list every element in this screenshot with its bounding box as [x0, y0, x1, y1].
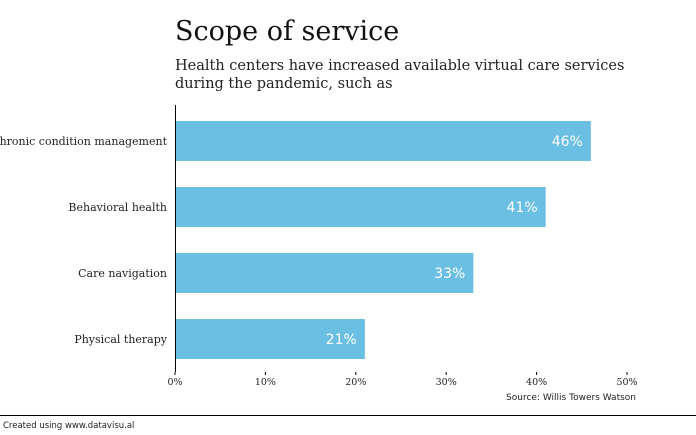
- footer-divider: [0, 415, 696, 416]
- x-tick-label: 10%: [255, 377, 276, 388]
- bar: [175, 121, 591, 161]
- source-note: Source: Willis Towers Watson: [506, 393, 636, 403]
- footer-credit: Created using www.datavisu.al: [3, 421, 135, 431]
- chart-subtitle: Health centers have increased available …: [175, 58, 625, 92]
- category-label: Behavioral health: [68, 201, 167, 214]
- data-label: 46%: [552, 134, 583, 150]
- bar: [175, 253, 474, 293]
- data-label: 33%: [434, 266, 465, 282]
- category-label: Chronic condition management: [0, 135, 168, 148]
- x-tick-label: 40%: [526, 377, 547, 388]
- chart-title: Scope of service: [175, 16, 400, 47]
- x-tick-label: 20%: [345, 377, 366, 388]
- x-tick-label: 50%: [616, 377, 637, 388]
- bar: [175, 319, 365, 359]
- category-label: Care navigation: [78, 267, 167, 280]
- data-label: 21%: [326, 332, 357, 348]
- bar: [175, 187, 546, 227]
- x-tick-label: 30%: [436, 377, 457, 388]
- category-label: Physical therapy: [74, 333, 167, 346]
- data-label: 41%: [507, 200, 538, 216]
- x-tick-label: 0%: [167, 377, 182, 388]
